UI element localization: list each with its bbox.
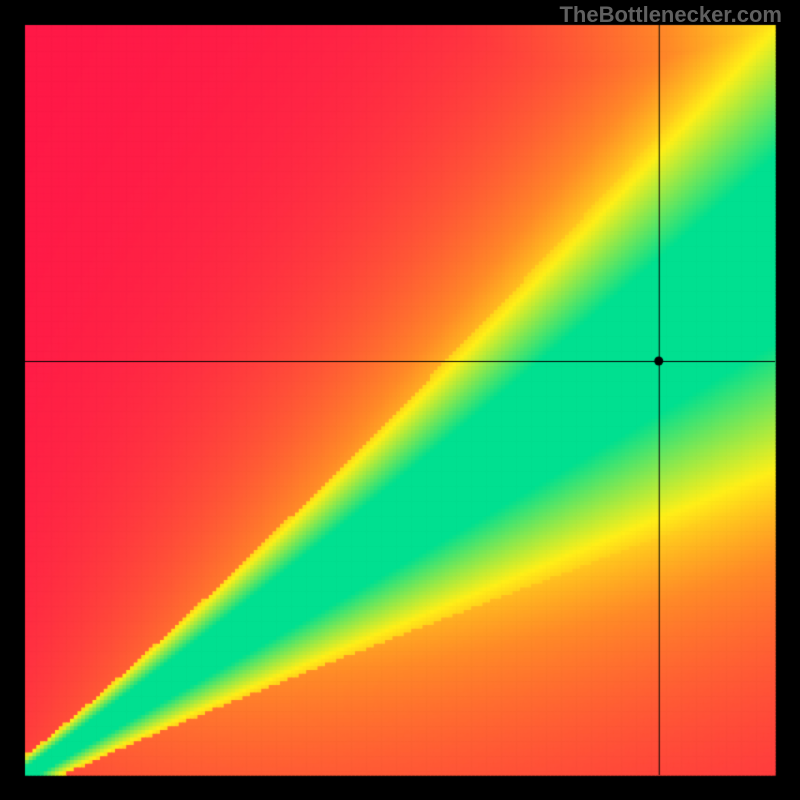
bottleneck-heatmap	[0, 0, 800, 800]
chart-container: TheBottlenecker.com	[0, 0, 800, 800]
watermark-text: TheBottlenecker.com	[559, 2, 782, 28]
